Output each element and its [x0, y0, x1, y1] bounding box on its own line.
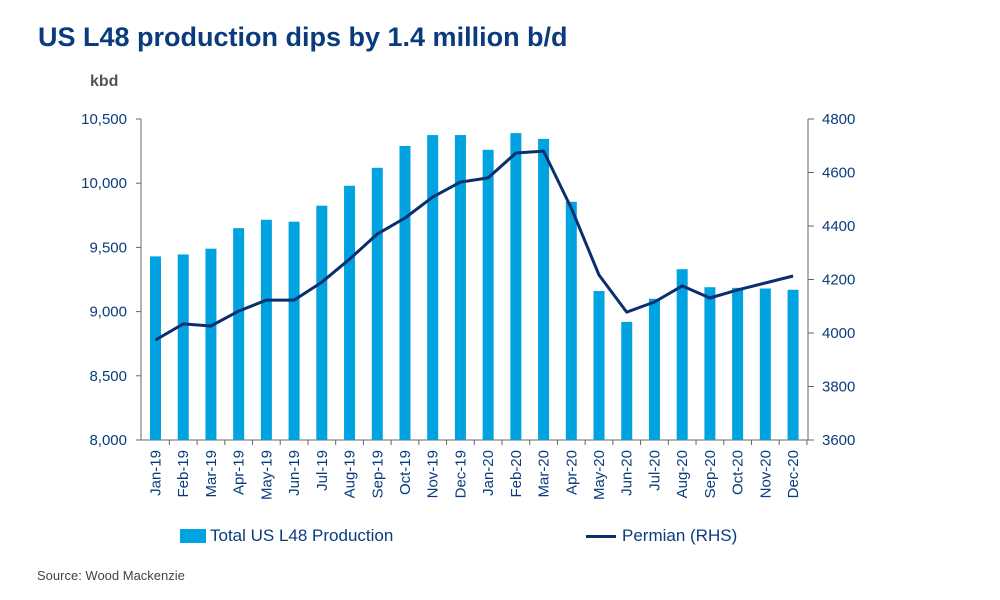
legend-label: Total US L48 Production — [210, 526, 394, 545]
bar-aug-20 — [676, 269, 688, 440]
x-tick-label: Nov-20 — [757, 450, 774, 498]
x-tick-label: Dec-20 — [785, 450, 802, 498]
bar-may-19 — [260, 219, 272, 440]
x-tick-label: Oct-19 — [397, 450, 414, 495]
x-tick-label: Sep-19 — [369, 450, 386, 498]
right-tick-label: 4200 — [822, 272, 855, 289]
right-tick-label: 3600 — [822, 432, 855, 449]
source-note: Source: Wood Mackenzie — [37, 568, 185, 583]
legend-item-total-l48: Total US L48 Production — [180, 526, 393, 546]
bar-dec-20 — [787, 289, 799, 440]
x-tick-label: Aug-20 — [674, 450, 691, 498]
bar-jun-19 — [288, 221, 300, 440]
bar-jul-20 — [648, 298, 660, 440]
bar-sep-19 — [371, 167, 383, 441]
bar-mar-19 — [205, 248, 217, 440]
x-tick-label: Apr-20 — [563, 450, 580, 495]
bar-jul-19 — [316, 205, 328, 440]
chart-title: US L48 production dips by 1.4 million b/… — [38, 22, 568, 52]
x-tick-label: Jan-19 — [148, 450, 165, 496]
left-tick-label: 8,500 — [89, 368, 127, 385]
right-tick-label: 4600 — [822, 165, 855, 182]
left-tick-label: 9,500 — [89, 239, 127, 256]
legend-line-swatch — [586, 534, 616, 538]
bar-apr-20 — [565, 201, 577, 440]
bar-nov-19 — [427, 135, 439, 441]
bar-jan-20 — [482, 149, 494, 441]
left-tick-label: 10,500 — [81, 111, 127, 128]
bar-jun-20 — [621, 321, 633, 440]
x-tick-label: Feb-20 — [508, 450, 525, 498]
bar-feb-19 — [177, 254, 189, 440]
bar-may-20 — [593, 291, 605, 440]
x-tick-label: Jun-19 — [286, 450, 303, 496]
x-tick-label: Feb-19 — [175, 450, 192, 498]
bar-mar-20 — [538, 138, 550, 441]
x-tick-label: Oct-20 — [730, 450, 747, 495]
bar-feb-20 — [510, 133, 522, 440]
bar-oct-19 — [399, 145, 411, 441]
legend-label: Permian (RHS) — [622, 526, 738, 545]
bar-jan-19 — [150, 256, 161, 440]
x-tick-label: Sep-20 — [702, 450, 719, 498]
x-tick-label: Jan-20 — [480, 450, 497, 496]
x-tick-label: May-19 — [258, 450, 275, 500]
x-tick-label: Jul-20 — [646, 450, 663, 491]
right-tick-label: 4400 — [822, 218, 855, 235]
bar-sep-20 — [704, 287, 716, 440]
x-tick-label: Mar-19 — [203, 450, 220, 498]
bar-aug-19 — [344, 185, 356, 440]
x-tick-label: Mar-20 — [536, 450, 553, 498]
bar-oct-20 — [732, 287, 744, 440]
x-tick-label: Jul-19 — [314, 450, 331, 491]
legend-item-permian: Permian (RHS) — [586, 526, 737, 546]
left-tick-label: 8,000 — [89, 432, 127, 449]
bar-nov-20 — [759, 288, 771, 440]
x-tick-label: Aug-19 — [342, 450, 359, 498]
right-tick-label: 3800 — [822, 379, 855, 396]
y-axis-unit-label: kbd — [90, 73, 119, 90]
permian-line — [154, 149, 794, 342]
bar-apr-19 — [233, 228, 245, 440]
x-tick-label: Apr-19 — [231, 450, 248, 495]
bar-dec-19 — [454, 135, 466, 441]
x-tick-label: May-20 — [591, 450, 608, 500]
right-tick-label: 4000 — [822, 325, 855, 342]
x-tick-label: Dec-19 — [452, 450, 469, 498]
x-tick-label: Jun-20 — [619, 450, 636, 496]
right-tick-label: 4800 — [822, 111, 855, 128]
left-tick-label: 10,000 — [81, 175, 127, 192]
legend-bar-swatch — [180, 529, 206, 543]
x-tick-label: Nov-19 — [425, 450, 442, 498]
left-tick-label: 9,000 — [89, 304, 127, 321]
